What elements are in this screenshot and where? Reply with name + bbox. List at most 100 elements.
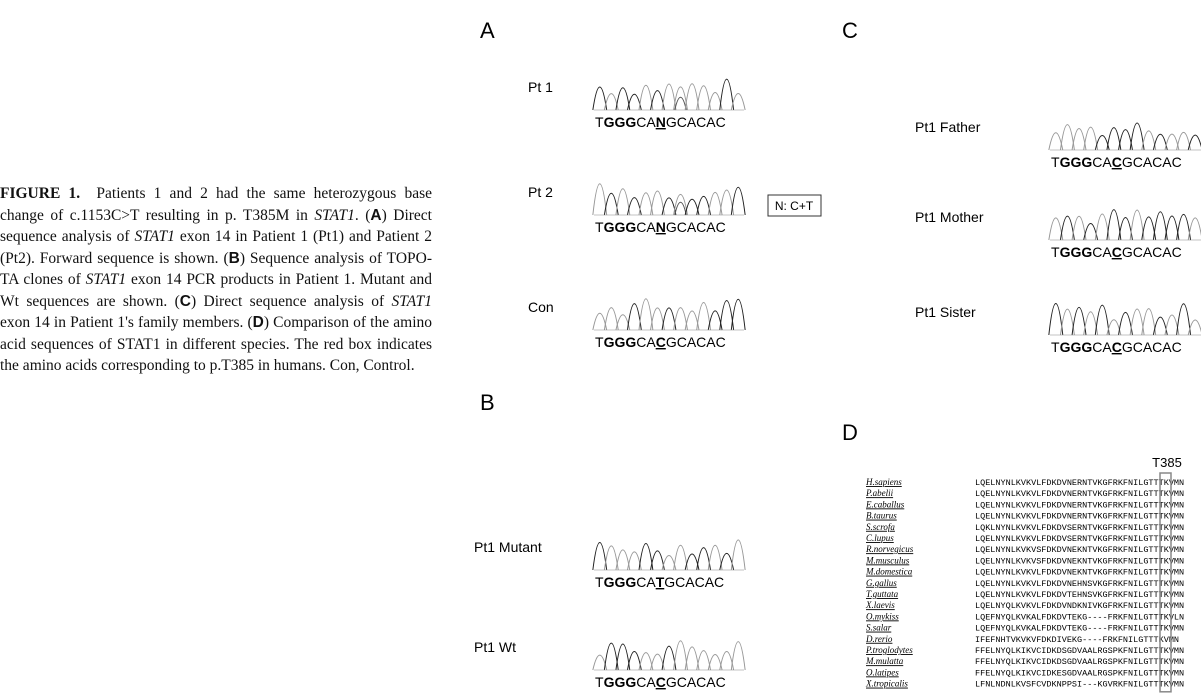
sequence-part: GCACAC <box>666 219 726 235</box>
panel-label: B <box>480 390 495 415</box>
species-sequence: LQELNYNLKVKVLFDKDVNERNTVKGFRKFNILGTTTKVM… <box>975 489 1184 499</box>
species-name: D.rerio <box>865 634 893 644</box>
panel-label: A <box>480 18 495 43</box>
sequence-part: GCACAC <box>666 674 726 690</box>
species-sequence: LQELNYNLKVKVLFDKDVNERNTVKGFRKFNILGTTTKVM… <box>975 478 1184 488</box>
species-sequence: FFELNYQLKIKVCIDKDSGDVAALRGSPKFNILGTTTKVM… <box>975 657 1184 667</box>
sample-label: Pt 1 <box>528 79 553 95</box>
species-sequence: FFELNYQLKIKVCIDKESGDVAALRGSPKFNILGTTTKVM… <box>975 668 1184 678</box>
sequence-part: CA <box>636 334 656 350</box>
chromatogram-peak <box>639 544 653 570</box>
species-name: M.mulatta <box>865 656 904 666</box>
species-sequence: LQELNYNLKVKVLFDKDVNEKNTVKGFRKFNILGTTTKVM… <box>975 568 1184 578</box>
species-name: R.norvegicus <box>865 544 914 554</box>
sequence-part: GGG <box>604 334 637 350</box>
species-name: G.gallus <box>866 578 897 588</box>
species-sequence: LQELNYNLKVKVSFDKDVNEKNTVKGFRKFNILGTTTKVM… <box>975 545 1184 555</box>
sequence-part: GCACAC <box>664 574 724 590</box>
sample-label: Pt1 Mutant <box>474 539 542 555</box>
species-sequence: LQELNYNLKVKVLFDKDVSERNTVKGFRKFNILGTTTKVM… <box>975 534 1184 544</box>
species-sequence: LQELNYNLKVKVLFDKDVNEHNSVKGFRKFNILGTTTKVM… <box>975 579 1184 589</box>
species-sequence: LQKLNYNLKVKVLFDKDVSERNTVKGFRKFNILGTTTKVM… <box>975 523 1184 533</box>
sequence-part: GCACAC <box>1122 244 1182 260</box>
sequence-part: GCACAC <box>1122 339 1182 355</box>
sample-label: Pt1 Mother <box>915 209 984 225</box>
species-name: S.scrofa <box>866 522 895 532</box>
sequence-part: C <box>1112 154 1122 170</box>
chromatogram-peak <box>593 184 607 215</box>
chromatogram-peak <box>674 545 688 570</box>
species-name: O.mykiss <box>866 611 899 621</box>
species-sequence: LQELNYNLKVKVSFDKDVNEKNTVKGFRKFNILGTTTKVM… <box>975 556 1184 566</box>
sequence-part: GGG <box>1060 244 1093 260</box>
species-name: X.laevis <box>865 600 895 610</box>
chromatogram-peak <box>1177 304 1191 335</box>
sequence-part: N <box>656 219 666 235</box>
species-name: X.tropicalis <box>865 679 908 689</box>
panel-label: D <box>842 420 858 445</box>
species-sequence: LQELNYNLKVKVLFDKDVNERNTVKGFRKFNILGTTTKVM… <box>975 500 1184 510</box>
species-sequence: IFEFNHTVKVKVFDKDIVEKG----FRKFNILGTTTKVMN <box>975 635 1179 645</box>
panel-label: C <box>842 18 858 43</box>
figure: A B C D N: C+T T385 Pt 1 TGGGCANGCACAC Pt … <box>0 0 1201 696</box>
chromatogram-peak <box>675 202 687 215</box>
sequence: TGGGCACGCACAC <box>595 334 726 350</box>
species-sequence: LQEFNYQLKVKALFDKDVTEKG----FRKFNILGTTTKVL… <box>975 612 1184 622</box>
species-sequence: LFNLNDNLKVSFCVDKNPPSI---KGVRKFNILGTTTKVM… <box>975 680 1184 690</box>
sample-label: Pt1 Sister <box>915 304 976 320</box>
species-name: T.guttata <box>866 589 899 599</box>
species-name: P.abelii <box>865 488 894 498</box>
chromatogram-peak <box>731 642 745 670</box>
sample-label: Pt 2 <box>528 184 553 200</box>
chromatogram-peak <box>593 87 607 110</box>
sequence: TGGGCANGCACAC <box>595 114 726 130</box>
sequence-part: CA <box>636 574 656 590</box>
sample-label: Pt1 Wt <box>474 639 516 655</box>
sequence: TGGGCACGCACAC <box>595 674 726 690</box>
chromatogram-peak <box>731 540 745 570</box>
note: N: C+T <box>775 199 814 213</box>
species-sequence: FFELNYQLKIKVCIDKDSGDVAALRGSPKFNILGTTTKVM… <box>975 646 1184 656</box>
sequence-part: GGG <box>604 114 637 130</box>
sequence-part: GGG <box>604 219 637 235</box>
sequence: TGGGCATGCACAC <box>595 574 724 590</box>
species-sequence: LQELNYNLKVKVLFDKDVTEHNSVKGFRKFNILGTTTKVM… <box>975 590 1184 600</box>
sequence-part: N <box>656 114 666 130</box>
sequence: TGGGCACGCACAC <box>1051 244 1182 260</box>
sequence: TGGGCACGCACAC <box>1051 339 1182 355</box>
sequence-part: C <box>1112 244 1122 260</box>
sequence-part: CA <box>1092 154 1112 170</box>
species-name: O.latipes <box>866 667 899 677</box>
sequence-part: CA <box>636 114 656 130</box>
sequence-part: GGG <box>604 574 637 590</box>
sequence: TGGGCANGCACAC <box>595 219 726 235</box>
species-name: M.domestica <box>865 567 913 577</box>
species-name: P.troglodytes <box>865 645 913 655</box>
chromatogram-peak <box>675 97 687 110</box>
sequence-part: CA <box>1092 244 1112 260</box>
chromatogram-peak <box>720 79 734 110</box>
species-sequence: LQEFNYQLKVKALFDKDVTEKG----FRKFNILGTTTKVM… <box>975 624 1184 634</box>
sequence-part: GGG <box>604 674 637 690</box>
sequence-part: C <box>1112 339 1122 355</box>
marker-label: T385 <box>1152 455 1182 470</box>
sequence-part: C <box>656 674 666 690</box>
page: FIGURE 1. Patients 1 and 2 had the same … <box>0 0 1201 696</box>
sequence-part: GCACAC <box>666 334 726 350</box>
species-name: S.salar <box>866 623 892 633</box>
species-name: C.lupus <box>866 533 894 543</box>
sequence-part: CA <box>636 674 656 690</box>
sequence-part: GGG <box>1060 154 1093 170</box>
species-name: B.taurus <box>866 511 897 521</box>
species-sequence: LQELNYQLKVKVLFDKDVNDKNIVKGFRKFNILGTTTKVM… <box>975 601 1184 611</box>
sequence-part: CA <box>636 219 656 235</box>
sample-label: Con <box>528 299 554 315</box>
species-name: H.sapiens <box>865 477 902 487</box>
sequence-part: GGG <box>1060 339 1093 355</box>
species-name: E.caballus <box>865 499 905 509</box>
sequence: TGGGCACGCACAC <box>1051 154 1182 170</box>
species-name: M.musculus <box>865 555 910 565</box>
sequence-part: CA <box>1092 339 1112 355</box>
sequence-part: GCACAC <box>1122 154 1182 170</box>
sequence-part: C <box>656 334 666 350</box>
